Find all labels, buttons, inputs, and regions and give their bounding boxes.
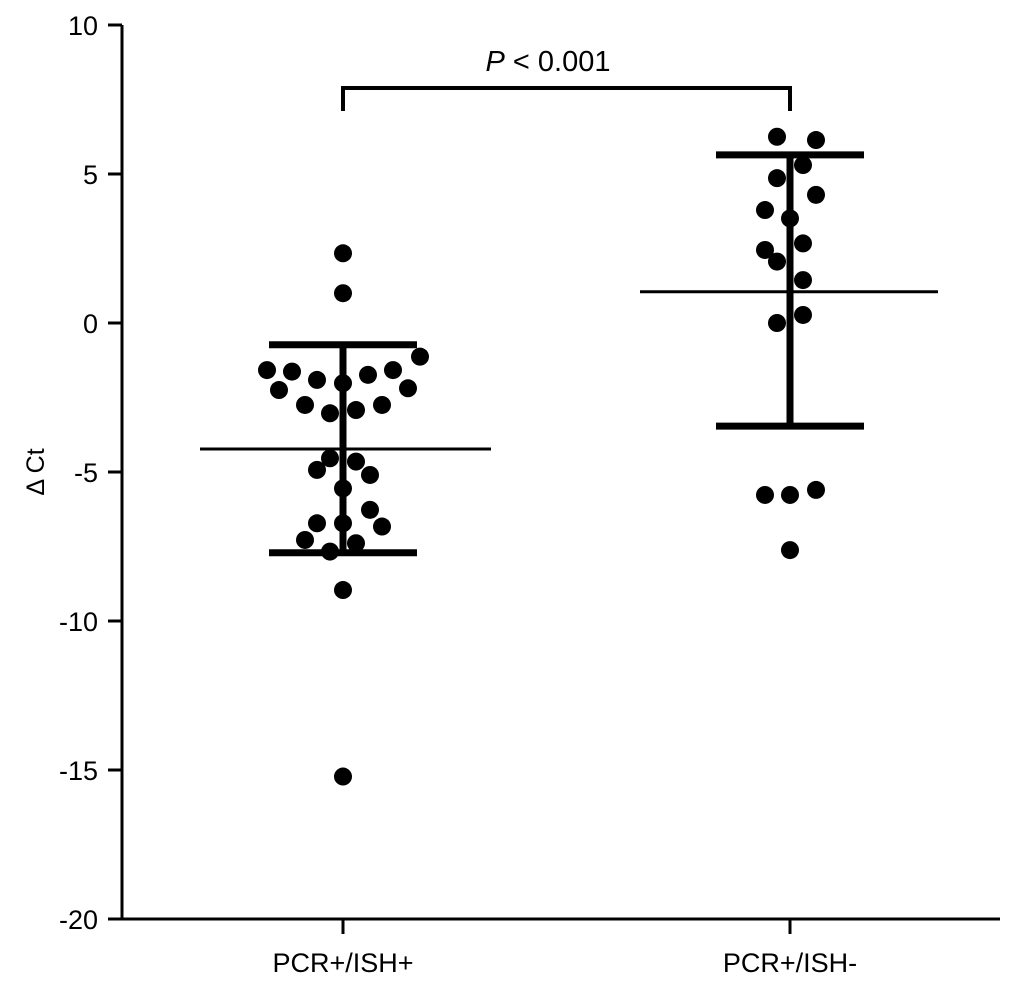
- data-point: [768, 169, 786, 188]
- data-point: [334, 284, 352, 303]
- data-point: [334, 374, 352, 393]
- x-category-label: PCR+/ISH+: [272, 948, 413, 978]
- data-point: [334, 514, 352, 533]
- data-point: [334, 244, 352, 263]
- data-point: [768, 127, 786, 146]
- y-tick-label: 0: [83, 309, 98, 339]
- data-point: [334, 581, 352, 600]
- data-point: [334, 767, 352, 786]
- data-point: [373, 395, 391, 414]
- data-point: [807, 131, 825, 150]
- data-point: [270, 381, 288, 400]
- data-point: [296, 530, 314, 549]
- y-tick-label: -20: [59, 905, 98, 935]
- p-value-annotation: P < 0.001: [486, 46, 611, 78]
- significance-bracket: [341, 86, 792, 111]
- y-tick-label: -5: [74, 458, 98, 488]
- data-point: [384, 361, 402, 380]
- data-point: [794, 271, 812, 290]
- y-axis-label: Δ Ct: [22, 448, 50, 495]
- data-point: [768, 252, 786, 271]
- data-point: [794, 305, 812, 324]
- data-point: [283, 362, 301, 381]
- y-tick-label: 10: [68, 11, 98, 41]
- data-point: [373, 517, 391, 536]
- data-point: [807, 185, 825, 204]
- axes: [120, 25, 1000, 921]
- data-point: [334, 479, 352, 498]
- data-point: [399, 379, 417, 398]
- data-point: [794, 234, 812, 253]
- data-point: [411, 347, 429, 366]
- data-point: [781, 209, 799, 228]
- data-point: [794, 156, 812, 175]
- data-point: [361, 465, 379, 484]
- data-point: [347, 401, 365, 420]
- y-tick-label: -10: [59, 607, 98, 637]
- data-point: [781, 541, 799, 560]
- data-point: [781, 485, 799, 504]
- data-point: [347, 534, 365, 553]
- data-point: [807, 480, 825, 499]
- y-tick-label: 5: [83, 160, 98, 190]
- data-point: [361, 500, 379, 519]
- data-point: [321, 404, 339, 423]
- y-tick-label: -15: [59, 756, 98, 786]
- data-point: [321, 449, 339, 468]
- data-point: [296, 395, 314, 414]
- data-point: [258, 361, 276, 380]
- data-point: [756, 485, 774, 504]
- data-point: [756, 240, 774, 259]
- data-point: [347, 452, 365, 471]
- x-category-label: PCR+/ISH-: [723, 948, 857, 978]
- data-point: [359, 365, 377, 384]
- data-point: [308, 514, 326, 533]
- data-point: [321, 542, 339, 561]
- data-point: [768, 314, 786, 332]
- data-point: [308, 460, 326, 479]
- data-point: [756, 201, 774, 220]
- data-point: [308, 370, 326, 389]
